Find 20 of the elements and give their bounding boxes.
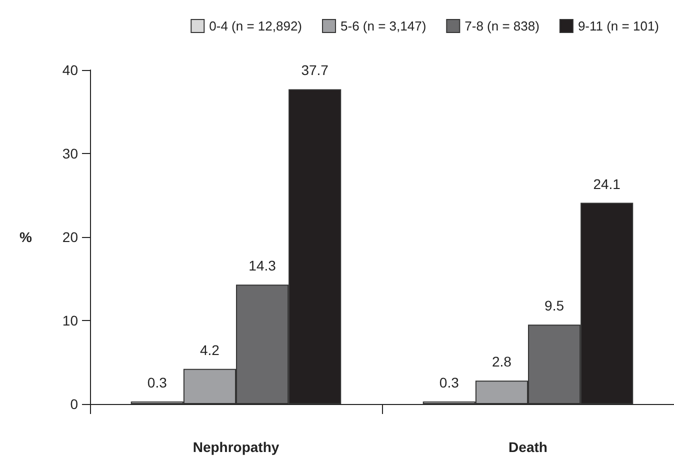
legend-label: 0-4 (n = 12,892) [209, 18, 302, 34]
legend-label: 5-6 (n = 3,147) [340, 18, 426, 34]
y-tick-label: 20 [62, 229, 78, 245]
data-label: 37.7 [301, 62, 329, 78]
y-axis-title: % [20, 229, 33, 245]
y-tick-label: 40 [62, 62, 78, 78]
x-tick-label: Death [508, 439, 548, 455]
data-label: 0.3 [439, 374, 460, 390]
y-tick-label: 10 [62, 312, 78, 328]
data-label: 9.5 [544, 298, 564, 314]
x-tick-label: Nephropathy [192, 439, 280, 455]
data-label: 14.3 [248, 258, 276, 274]
data-label: 24.1 [593, 176, 621, 192]
y-tick-label: 0 [70, 396, 78, 412]
data-label: 2.8 [492, 354, 512, 370]
y-tick-label: 30 [62, 146, 78, 162]
data-label: 0.3 [147, 374, 168, 390]
data-label: 4.2 [200, 342, 220, 358]
legend-label: 9-11 (n = 101) [578, 18, 660, 34]
legend-label: 7-8 (n = 838) [464, 18, 540, 34]
